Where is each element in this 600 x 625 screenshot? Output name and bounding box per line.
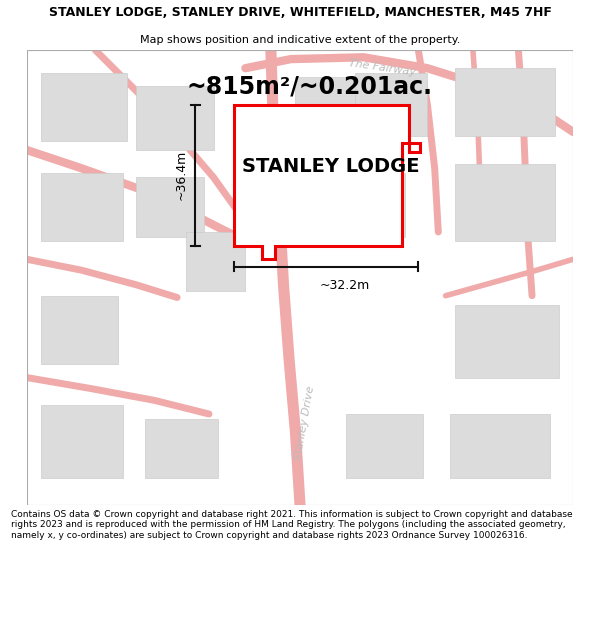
Text: ~36.4m: ~36.4m xyxy=(175,150,188,200)
Text: Map shows position and indicative extent of the property.: Map shows position and indicative extent… xyxy=(140,35,460,45)
FancyBboxPatch shape xyxy=(186,232,245,291)
FancyBboxPatch shape xyxy=(455,68,555,136)
Text: STANLEY LODGE: STANLEY LODGE xyxy=(242,156,419,176)
Text: The Fairway: The Fairway xyxy=(347,59,416,78)
Text: ~32.2m: ~32.2m xyxy=(319,279,370,292)
Text: Stanley Drive: Stanley Drive xyxy=(293,385,316,461)
Text: ~815m²/~0.201ac.: ~815m²/~0.201ac. xyxy=(186,74,432,98)
FancyBboxPatch shape xyxy=(455,164,555,241)
FancyBboxPatch shape xyxy=(346,414,423,478)
FancyBboxPatch shape xyxy=(295,78,355,136)
FancyBboxPatch shape xyxy=(355,72,427,136)
FancyBboxPatch shape xyxy=(41,405,122,478)
FancyBboxPatch shape xyxy=(136,86,214,150)
Polygon shape xyxy=(235,104,420,259)
FancyBboxPatch shape xyxy=(450,414,550,478)
Text: STANLEY LODGE, STANLEY DRIVE, WHITEFIELD, MANCHESTER, M45 7HF: STANLEY LODGE, STANLEY DRIVE, WHITEFIELD… xyxy=(49,6,551,19)
FancyBboxPatch shape xyxy=(136,177,205,236)
FancyBboxPatch shape xyxy=(41,296,118,364)
Text: Contains OS data © Crown copyright and database right 2021. This information is : Contains OS data © Crown copyright and d… xyxy=(11,510,572,539)
FancyBboxPatch shape xyxy=(41,72,127,141)
FancyBboxPatch shape xyxy=(41,173,122,241)
FancyBboxPatch shape xyxy=(455,305,559,378)
FancyBboxPatch shape xyxy=(332,173,404,236)
FancyBboxPatch shape xyxy=(145,419,218,478)
